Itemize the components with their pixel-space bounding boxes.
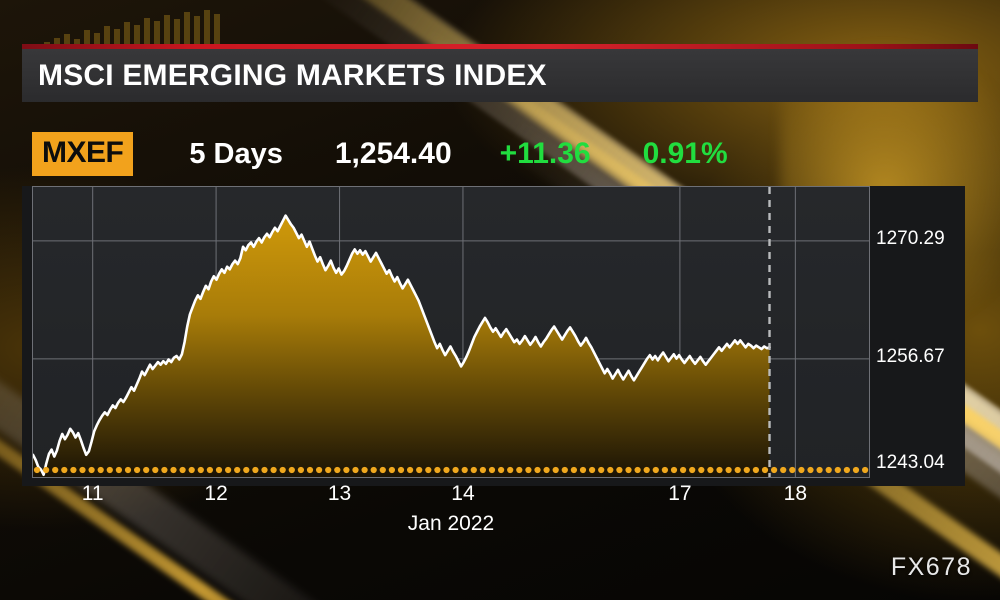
chart-svg — [33, 187, 869, 477]
y-axis-tick: 1270.29 — [876, 227, 945, 249]
page-title: MSCI EMERGING MARKETS INDEX — [38, 58, 547, 92]
ticker-badge[interactable]: MXEF — [32, 132, 134, 176]
x-axis: 11 12 13 14 17 18 — [32, 482, 870, 512]
title-bar: MSCI EMERGING MARKETS INDEX — [22, 49, 978, 102]
last-price: 1,254.40 — [334, 137, 452, 170]
price-change-percent: 0.91% — [642, 137, 728, 170]
quote-summary-row: MXEF 5 Days 1,254.40 +11.36 0.91% — [22, 128, 902, 180]
y-axis-tick: 1243.04 — [876, 452, 945, 473]
x-axis-title: Jan 2022 — [407, 512, 495, 535]
x-axis-tick: 13 — [327, 482, 352, 505]
x-axis-tick: 14 — [451, 482, 475, 505]
chart-area-fill — [33, 215, 770, 477]
bottom-marker-strip — [33, 466, 869, 474]
x-axis-tick: 11 — [81, 482, 104, 505]
range-label[interactable]: 5 Days — [189, 137, 283, 170]
watermark: FX678 — [890, 553, 972, 581]
price-change: +11.36 — [499, 137, 591, 170]
accent-rule — [22, 44, 978, 49]
price-chart-plot[interactable] — [32, 186, 870, 478]
y-axis-tick: 1256.67 — [876, 345, 945, 367]
y-axis: 1270.29 1256.67 1243.04 — [872, 186, 965, 478]
x-axis-tick: 17 — [668, 482, 692, 505]
chart-price-line — [33, 214, 771, 477]
x-axis-tick: 18 — [783, 482, 808, 505]
x-axis-tick: 12 — [204, 482, 228, 505]
